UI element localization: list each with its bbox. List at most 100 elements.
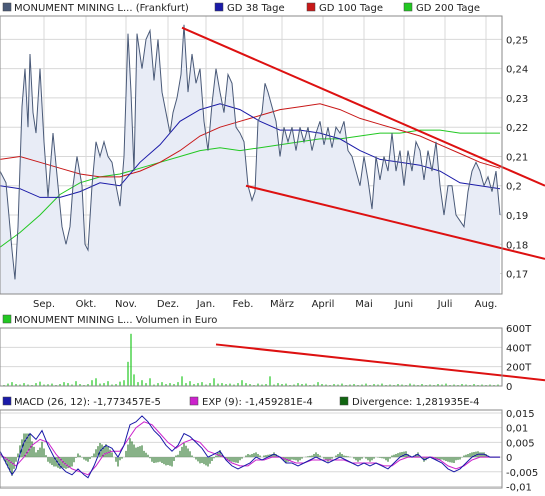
volume-y-axis: 600T 400T 200T 0 <box>506 324 532 393</box>
legend-swatch-exp <box>189 396 199 406</box>
volume-bar <box>337 384 339 386</box>
volume-bar <box>137 382 139 386</box>
price-y-tick: 0,21 <box>506 152 528 163</box>
volume-bar <box>115 384 117 386</box>
volume-bar <box>59 384 61 386</box>
sma100-line <box>0 103 501 178</box>
volume-bar <box>221 383 223 386</box>
volume-bar <box>497 384 499 386</box>
legend-label-sma38: GD 38 Tage <box>227 3 285 14</box>
volume-bar <box>63 382 65 386</box>
volume-bar <box>47 384 49 386</box>
volume-bar <box>429 384 431 386</box>
macd-y-tick: 0,005 <box>506 438 535 449</box>
price-x-axis: Sep. Okt. Nov. Dez. Jan. Feb. März April Mai Juni… <box>33 299 497 310</box>
month-tick-label: Juni <box>394 299 413 310</box>
legend-swatch-price <box>2 2 12 12</box>
price-y-tick: 0,2 <box>506 182 522 193</box>
volume-bar <box>123 380 125 386</box>
volume-bar <box>217 383 219 386</box>
volume-bar <box>473 384 475 386</box>
volume-bar <box>39 381 41 386</box>
volume-bar <box>317 382 319 386</box>
volume-bar <box>209 383 211 386</box>
volume-bar <box>161 382 163 386</box>
macd-y-tick: 0 <box>506 453 512 464</box>
volume-bar <box>401 384 403 386</box>
volume-bar <box>273 384 275 386</box>
volume-bar <box>321 384 323 386</box>
volume-bar <box>489 384 491 386</box>
volume-bar <box>71 384 73 386</box>
volume-bar <box>51 383 53 386</box>
legend-label-sma100: GD 100 Tage <box>319 3 383 14</box>
month-tick-label: Jan. <box>196 299 216 310</box>
volume-bar <box>145 383 147 386</box>
legend-label-price: MONUMENT MINING L... (Frankfurt) <box>14 3 189 14</box>
macd-plot-area <box>0 410 502 488</box>
sma38-line <box>0 103 501 198</box>
macd-legend: MACD (26, 12): -1,773457E-5 EXP (9): -1,… <box>2 396 480 408</box>
volume-y-tick: 400T <box>506 343 532 354</box>
volume-bar <box>249 384 251 386</box>
trendline-lower <box>245 184 545 260</box>
price-y-tick: 0,25 <box>506 35 528 46</box>
macd-y-tick: 0,01 <box>506 424 528 435</box>
volume-bar <box>353 384 355 386</box>
month-tick-label: Juli <box>437 299 453 310</box>
legend-label-volume: MONUMENT MINING L... Volumen in Euro <box>14 315 217 326</box>
volume-bar <box>333 384 335 386</box>
volume-plot-border <box>0 327 503 387</box>
price-y-tick: 0,17 <box>506 270 528 281</box>
volume-bar <box>197 383 199 386</box>
month-tick-label: Nov. <box>115 299 137 310</box>
volume-bar <box>237 383 239 386</box>
volume-bar <box>173 384 175 386</box>
legend-swatch-volume <box>2 314 12 324</box>
macd-plot-border <box>0 409 503 489</box>
macd-panel: MACD (26, 12): -1,773457E-5 EXP (9): -1,… <box>0 396 538 494</box>
volume-bar <box>189 381 191 386</box>
volume-bar <box>305 383 307 386</box>
macd-y-axis: 0,015 0,01 0,005 0 -0,005 -0,01 <box>506 409 538 494</box>
volume-panel: MONUMENT MINING L... Volumen in Euro 600… <box>0 314 545 393</box>
volume-bar <box>23 383 25 386</box>
legend-label-macd: MACD (26, 12): -1,773457E-5 <box>14 397 161 408</box>
volume-bar <box>67 383 69 386</box>
volume-bar <box>35 383 37 386</box>
volume-bar <box>43 384 45 386</box>
volume-bar <box>437 384 439 386</box>
volume-bar <box>157 383 159 386</box>
month-tick-label: Aug. <box>475 299 498 310</box>
volume-bar <box>99 383 101 386</box>
volume-bar <box>481 384 483 386</box>
legend-label-exp: EXP (9): -1,459281E-4 <box>202 397 313 408</box>
volume-bar <box>269 376 271 386</box>
volume-bar <box>241 380 243 386</box>
volume-bar <box>453 384 455 386</box>
volume-y-tick: 0 <box>506 382 512 393</box>
month-tick-label: Okt. <box>76 299 97 310</box>
volume-bar <box>461 384 463 386</box>
month-tick-label: April <box>312 299 335 310</box>
volume-bar <box>373 384 375 386</box>
volume-bar <box>341 383 343 386</box>
month-tick-label: Feb. <box>233 299 254 310</box>
month-tick-label: Dez. <box>157 299 179 310</box>
macd-y-tick: -0,01 <box>506 483 532 494</box>
volume-bar <box>111 384 113 386</box>
volume-bar <box>229 383 231 386</box>
volume-bar <box>441 384 443 386</box>
volume-bar <box>245 383 247 386</box>
volume-bar <box>95 378 97 386</box>
volume-bar <box>107 381 109 386</box>
volume-bar <box>19 384 21 386</box>
legend-label-divergence: Divergence: 1,281935E-4 <box>352 397 480 408</box>
volume-bar <box>285 383 287 386</box>
price-y-axis: 0,25 0,24 0,23 0,22 0,21 0,2 0,19 0,18 0,17 <box>506 35 528 280</box>
volume-bar <box>213 378 215 386</box>
volume-bar <box>413 384 415 386</box>
volume-bar <box>261 384 263 386</box>
volume-bar <box>127 361 129 386</box>
